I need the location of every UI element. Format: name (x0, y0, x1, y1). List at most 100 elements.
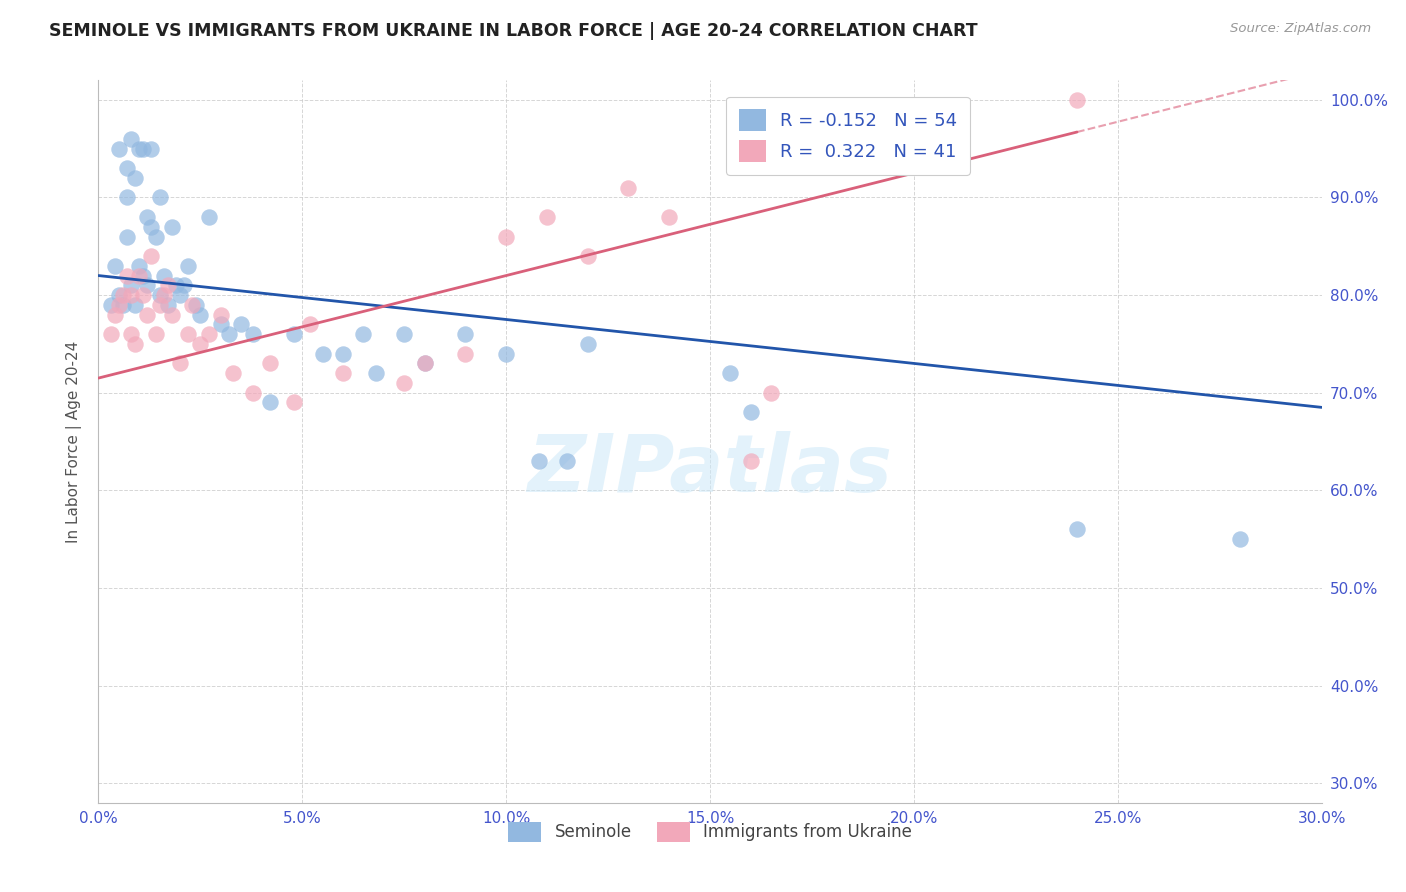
Point (115, 268, 138, 283)
Point (124, 170, 146, 185)
Point (152, 268, 174, 283)
Point (120, 132, 142, 146)
Text: ZIPatlas: ZIPatlas (527, 432, 893, 509)
Point (364, 366, 387, 380)
Point (160, 219, 183, 234)
Point (149, 288, 172, 302)
Point (136, 308, 159, 322)
Point (259, 395, 281, 409)
Point (576, 337, 599, 351)
Point (145, 327, 167, 342)
Point (197, 327, 219, 342)
Point (658, 210, 681, 224)
Point (120, 278, 142, 293)
Point (718, 366, 742, 380)
Point (108, 298, 131, 312)
Point (186, 298, 208, 312)
Point (576, 249, 599, 263)
Point (1066, 93, 1088, 107)
Point (160, 308, 183, 322)
Point (111, 288, 134, 302)
Point (299, 318, 322, 332)
Point (197, 210, 219, 224)
Point (115, 190, 138, 204)
Point (283, 395, 305, 409)
Point (141, 219, 163, 234)
Point (181, 298, 204, 312)
Point (740, 454, 762, 468)
Point (454, 346, 477, 360)
Point (283, 327, 305, 342)
Point (495, 229, 517, 244)
Point (145, 229, 167, 244)
Point (392, 327, 416, 342)
Point (169, 356, 191, 370)
Legend: Seminole, Immigrants from Ukraine: Seminole, Immigrants from Ukraine (501, 815, 920, 848)
Text: Source: ZipAtlas.com: Source: ZipAtlas.com (1230, 22, 1371, 36)
Point (165, 278, 187, 293)
Point (124, 298, 146, 312)
Point (413, 356, 436, 370)
Point (1066, 523, 1088, 537)
Point (332, 346, 354, 360)
Point (120, 327, 142, 342)
Point (555, 454, 579, 468)
Point (332, 366, 354, 380)
Point (259, 356, 281, 370)
Point (111, 298, 134, 312)
Point (1229, 532, 1251, 546)
Point (124, 337, 146, 351)
Point (156, 298, 179, 312)
Point (173, 278, 195, 293)
Point (108, 288, 131, 302)
Point (209, 318, 232, 332)
Point (136, 278, 159, 293)
Point (218, 327, 240, 342)
Point (242, 385, 264, 400)
Point (104, 308, 127, 322)
Point (527, 454, 550, 468)
Point (352, 327, 374, 342)
Point (149, 298, 172, 312)
Point (222, 366, 245, 380)
Point (209, 308, 232, 322)
Point (312, 346, 335, 360)
Point (141, 142, 163, 156)
Point (128, 259, 150, 273)
Point (132, 288, 155, 302)
Point (100, 327, 122, 342)
Point (100, 298, 122, 312)
Point (120, 288, 142, 302)
Point (132, 268, 155, 283)
Point (761, 385, 783, 400)
Point (115, 161, 138, 176)
Point (115, 229, 138, 244)
Point (132, 142, 155, 156)
Point (149, 190, 172, 204)
Point (188, 337, 212, 351)
Point (156, 278, 179, 293)
Point (152, 288, 174, 302)
Point (141, 249, 163, 263)
Point (108, 142, 131, 156)
Point (231, 318, 253, 332)
Point (841, 122, 863, 136)
Point (413, 356, 436, 370)
Point (177, 327, 200, 342)
Point (536, 210, 558, 224)
Point (188, 308, 212, 322)
Point (454, 327, 477, 342)
Point (617, 180, 640, 194)
Point (495, 346, 517, 360)
Point (242, 327, 264, 342)
Y-axis label: In Labor Force | Age 20-24: In Labor Force | Age 20-24 (66, 341, 83, 542)
Point (128, 268, 150, 283)
Point (104, 259, 127, 273)
Text: SEMINOLE VS IMMIGRANTS FROM UKRAINE IN LABOR FORCE | AGE 20-24 CORRELATION CHART: SEMINOLE VS IMMIGRANTS FROM UKRAINE IN L… (49, 22, 977, 40)
Point (169, 288, 191, 302)
Point (740, 405, 762, 419)
Point (128, 142, 150, 156)
Point (392, 376, 416, 390)
Point (136, 210, 159, 224)
Point (177, 259, 200, 273)
